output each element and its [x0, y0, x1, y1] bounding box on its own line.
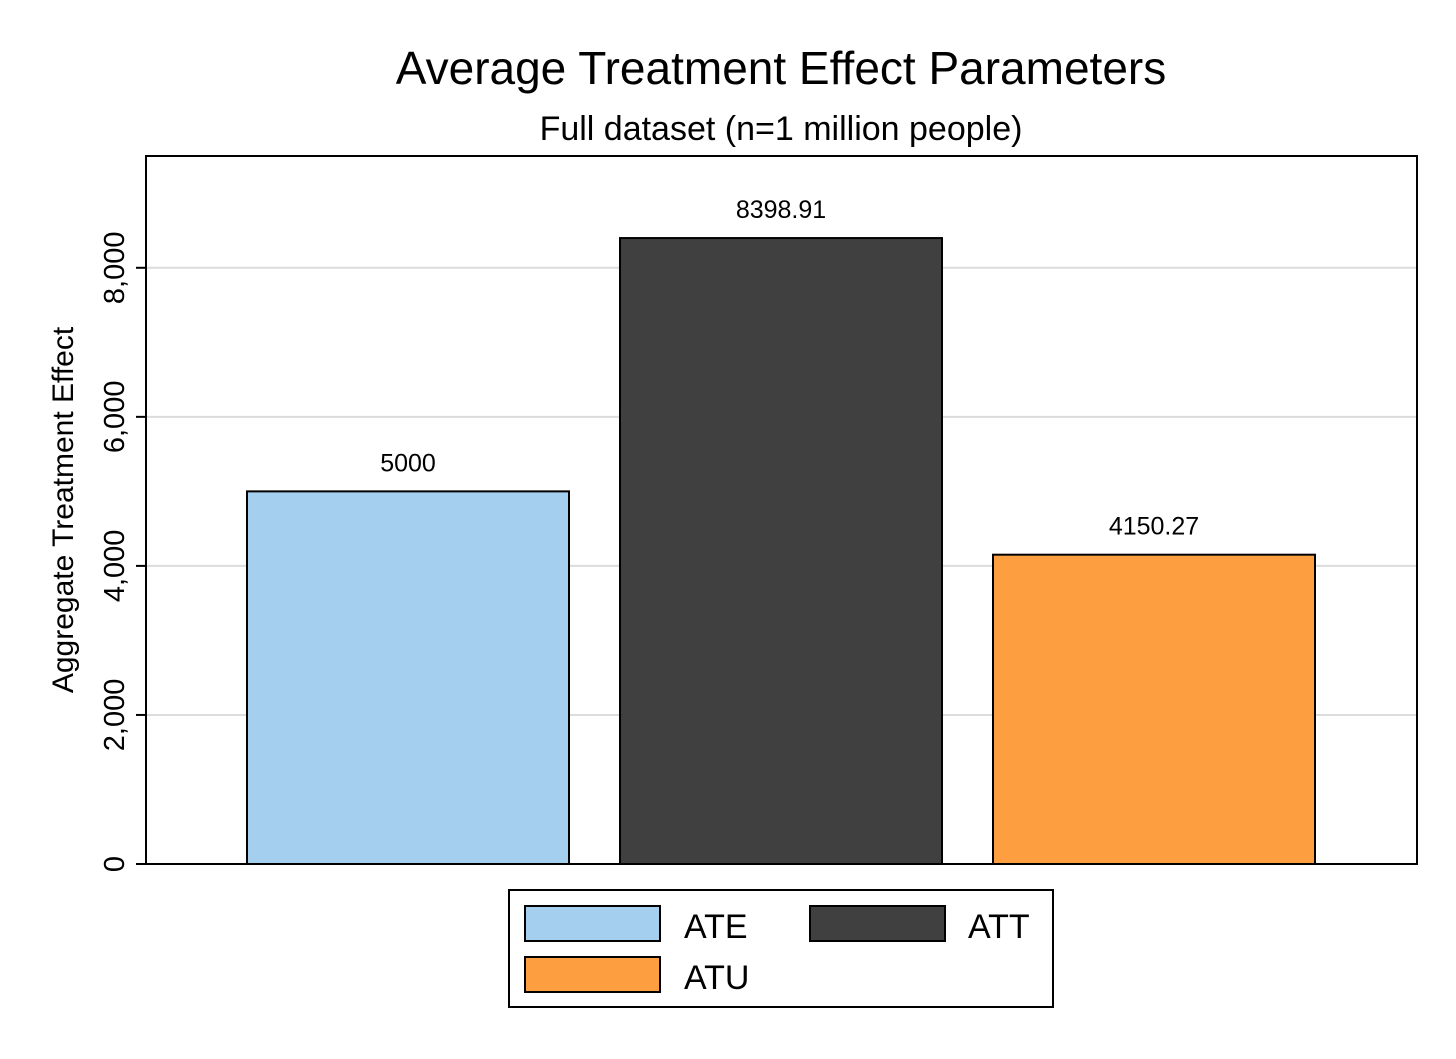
y-axis-ticks: 0 2,000 4,000 6,000 8,000	[99, 232, 146, 872]
data-label-atu: 4150.27	[1109, 513, 1199, 541]
legend-swatch-ate	[524, 905, 661, 942]
bar-atu	[992, 553, 1316, 865]
y-tick-label: 2,000	[99, 679, 131, 752]
legend-label-ate: ATE	[684, 908, 748, 946]
legend-label-atu: ATU	[684, 959, 749, 997]
y-tick-label: 0	[99, 856, 131, 872]
legend-label-att: ATT	[968, 908, 1030, 946]
chart-subtitle: Full dataset (n=1 million people)	[540, 110, 1023, 148]
y-tick-label: 6,000	[99, 381, 131, 454]
legend: ATE ATT ATU	[508, 889, 1054, 1008]
data-label-att: 8398.91	[736, 196, 826, 224]
bars	[146, 237, 1417, 865]
y-tick-label: 8,000	[99, 232, 131, 305]
bar-ate	[246, 490, 570, 865]
y-tick-label: 4,000	[99, 530, 131, 603]
data-label-ate: 5000	[380, 449, 436, 477]
legend-swatch-att	[809, 905, 946, 942]
y-axis-label: Aggregate Treatment Effect	[47, 326, 80, 693]
bar-att	[619, 237, 943, 865]
chart-title: Average Treatment Effect Parameters	[396, 42, 1166, 94]
data-labels: 5000 8398.91 4150.27	[380, 196, 1199, 541]
legend-swatch-atu	[524, 956, 661, 993]
